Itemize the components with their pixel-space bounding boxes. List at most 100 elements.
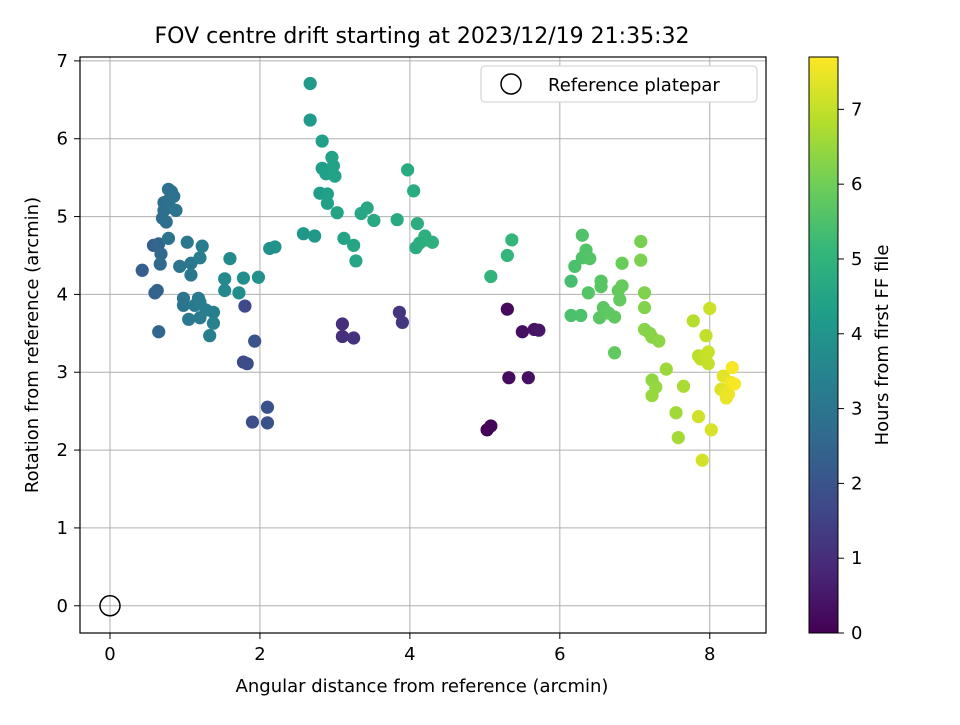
data-point <box>686 314 700 328</box>
colorbar-tick-label: 2 <box>851 473 862 494</box>
x-tick-label: 0 <box>104 644 115 665</box>
colorbar-ticks: 0 1 2 3 4 5 6 7 <box>838 99 862 644</box>
data-point <box>392 305 406 319</box>
x-axis-label: Angular distance from reference (arcmin) <box>236 676 609 697</box>
x-axis-ticks: 0 2 4 6 8 <box>104 633 715 665</box>
data-point <box>135 263 149 277</box>
legend: Reference platepar <box>480 65 758 103</box>
x-tick-label: 6 <box>554 644 565 665</box>
data-point <box>349 254 363 268</box>
data-point <box>652 334 666 348</box>
y-tick-label: 7 <box>57 51 68 72</box>
data-point <box>260 416 275 430</box>
data-point <box>206 316 221 330</box>
data-point <box>367 213 381 228</box>
data-point <box>240 357 254 371</box>
data-point <box>360 201 374 215</box>
data-point <box>315 134 329 148</box>
data-points <box>135 76 742 467</box>
data-point <box>615 279 629 293</box>
data-point <box>203 329 217 343</box>
legend-box <box>480 65 758 103</box>
data-point <box>337 231 351 245</box>
data-point <box>182 312 196 326</box>
legend-label: Reference platepar <box>548 75 720 96</box>
data-point <box>575 228 589 242</box>
data-point <box>303 76 317 91</box>
data-point <box>502 371 516 385</box>
colorbar-tick-label: 7 <box>851 99 862 120</box>
data-point <box>691 410 706 424</box>
data-point <box>727 377 742 391</box>
colorbar-tick-label: 6 <box>851 174 862 195</box>
data-point <box>248 334 262 348</box>
data-point <box>184 268 198 282</box>
grid-lines <box>80 57 766 633</box>
data-point <box>268 240 282 254</box>
data-point <box>659 362 673 376</box>
data-point <box>401 163 415 177</box>
colorbar-tick-label: 5 <box>851 249 862 270</box>
colorbar-tick-label: 1 <box>851 548 862 569</box>
data-point <box>161 231 176 245</box>
data-point <box>484 269 498 284</box>
data-point <box>159 215 173 229</box>
data-point <box>425 235 439 249</box>
data-point <box>193 251 207 265</box>
data-point <box>607 310 622 324</box>
data-point <box>260 400 275 414</box>
data-point <box>532 323 546 337</box>
data-point <box>669 406 683 420</box>
data-point <box>637 286 652 300</box>
data-point <box>206 305 221 319</box>
data-point <box>326 159 341 173</box>
data-point <box>725 360 739 375</box>
x-tick-label: 4 <box>404 644 415 665</box>
data-point <box>180 235 194 249</box>
data-point <box>704 423 718 437</box>
data-point <box>484 419 498 433</box>
data-point <box>395 315 409 330</box>
data-point <box>152 325 166 339</box>
data-point <box>695 453 709 467</box>
data-point <box>303 113 317 127</box>
data-point <box>634 253 648 267</box>
chart-title: FOV centre drift starting at 2023/12/19 … <box>155 24 690 49</box>
data-point <box>407 184 421 198</box>
y-tick-label: 5 <box>57 207 68 228</box>
data-point <box>232 286 246 300</box>
data-point <box>195 239 209 253</box>
data-point <box>328 169 342 183</box>
data-point <box>615 256 629 270</box>
data-point <box>676 379 691 393</box>
data-point <box>223 252 237 266</box>
y-tick-label: 1 <box>57 518 68 539</box>
data-point <box>236 271 251 285</box>
data-point <box>154 247 168 261</box>
data-point <box>173 259 187 273</box>
data-point <box>613 293 627 307</box>
data-point <box>308 229 322 243</box>
data-point <box>320 187 335 201</box>
data-point <box>568 259 582 273</box>
data-point <box>218 283 232 298</box>
data-point <box>500 302 514 316</box>
data-point <box>153 257 167 271</box>
colorbar-tick-label: 4 <box>851 324 862 345</box>
data-point <box>245 415 260 429</box>
data-point <box>721 387 736 401</box>
data-point <box>634 234 648 249</box>
colorbar-tick-label: 3 <box>851 399 862 420</box>
data-point <box>564 274 578 288</box>
colorbar-tick-label: 0 <box>851 623 862 644</box>
data-point <box>320 196 335 210</box>
data-point <box>218 272 232 286</box>
data-point <box>701 357 715 371</box>
y-axis-ticks: 0 1 2 3 4 5 6 7 <box>57 51 80 617</box>
colorbar <box>808 56 839 634</box>
data-point <box>251 270 266 284</box>
data-point <box>505 233 519 247</box>
data-point <box>521 371 535 385</box>
